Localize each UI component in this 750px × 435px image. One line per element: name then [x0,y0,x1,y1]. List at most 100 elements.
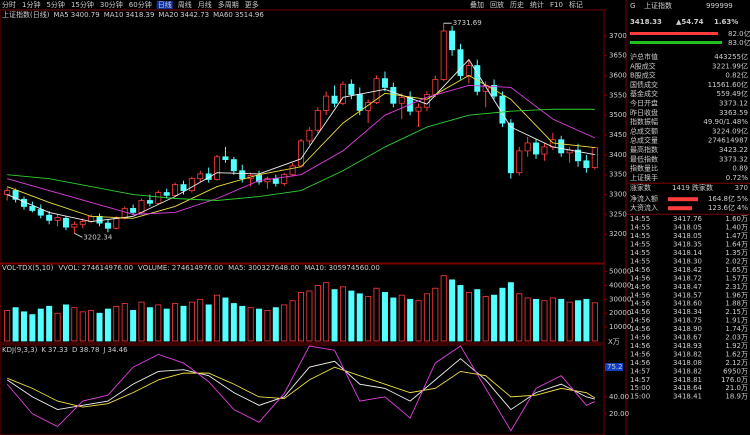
panel-frame [0,263,605,344]
candle-body [71,223,78,228]
tick-price: 3418.57 [673,291,702,299]
tab[interactable]: 日线 [158,0,172,9]
tick-time: 15:00 [630,393,650,401]
volume-bar [230,303,237,342]
tick-volume: 1.47万 [725,232,748,240]
flow-bar [668,197,698,202]
low-label: 3202.34 [83,233,112,241]
volume-bar [130,310,137,342]
y-tick-label: 3250 [609,210,627,218]
tool-button[interactable]: 统计 [530,0,544,9]
candle-body [524,142,531,152]
legend-value: 3400.79 [71,11,100,19]
tick-volume: 2.31万 [725,283,748,291]
tick-volume: 1.62万 [725,350,748,358]
tick-time: 14:57 [630,367,650,375]
row-value: 123.6亿 [708,203,735,212]
candle-body [432,79,439,95]
volume-bar [197,298,204,342]
legend-value: 3418.39 [125,11,154,19]
tick-price: 3418.64 [673,384,702,392]
candle-body [516,150,523,174]
row-value: 3363.59 [719,109,748,117]
volume-bar [423,293,430,342]
y-tick-label: 20000 [609,309,631,317]
volume-bar [432,287,439,342]
tick-volume: 1.74万 [725,325,748,333]
volume-bar [146,307,153,342]
volume-bar [323,282,330,342]
ma-line [7,58,595,222]
tab[interactable]: 1分钟 [22,0,40,9]
candle-body [96,215,103,224]
candle-body [138,200,145,213]
legend-name: J [102,346,105,354]
tool-button[interactable]: F10 [550,1,563,9]
row-value: 274614987 [708,137,748,145]
candle-body [146,200,153,204]
row-value: 3224.09亿 [712,126,748,135]
tick-time: 14:56 [630,291,651,299]
legend-name: MA20 [158,11,178,19]
tick-time: 14:55 [630,232,650,240]
candle-body [172,184,179,196]
tick-time: 14:55 [630,215,650,223]
tool-button[interactable]: 历史 [510,0,524,9]
volume-bar [155,304,162,342]
tab[interactable]: 多周期 [218,0,239,9]
candle-body [281,174,288,184]
tick-price: 3418.34 [673,308,702,316]
candle-body [583,160,590,168]
volume-bar [62,304,69,342]
tick-price: 3418.41 [673,393,702,401]
unit-label: X万 [608,338,620,346]
tab[interactable]: 5分钟 [46,0,64,9]
tab[interactable]: 15分钟 [71,0,94,9]
tab[interactable]: 周线 [178,0,192,9]
row-value: 5% [737,195,748,203]
tick-price: 3418.05 [673,232,702,240]
tab[interactable]: 30分钟 [100,0,123,9]
candle-body [356,94,363,111]
tick-volume: 1.60万 [725,215,748,223]
tool-button[interactable]: 叠加 [470,0,484,9]
candle-body [533,142,540,155]
tick-volume: 18.9万 [725,393,748,401]
candle-body [449,30,456,51]
candle-body [465,65,472,76]
tab[interactable]: 分时 [2,0,16,9]
legend-text: VOLUME: 274614976.00 [138,264,223,272]
tab[interactable]: 60分钟 [129,0,152,9]
volume-bar [121,303,128,342]
candle-body [222,156,229,161]
tool-button[interactable]: 标记 [569,0,583,9]
volume-bar [289,300,296,342]
tab[interactable]: 月线 [198,0,212,9]
volume-bar [264,310,271,342]
candle-body [197,173,204,180]
tool-button[interactable]: 回放 [490,0,504,9]
row-value: 164.8亿 [708,194,735,203]
volume-bar [449,279,456,342]
volume-bar [566,301,573,342]
volume-bar [96,312,103,342]
row-label: 国债成交 [630,80,658,89]
volume-bar [474,289,481,342]
volume-bar [575,300,582,342]
candle-body [575,149,582,162]
candle-body [180,184,187,191]
row-value: 0.89 [732,165,748,173]
row-label: 跌家数 [692,183,713,192]
bar-green [630,41,722,44]
chart-title: 上证指数(日线) [2,10,50,19]
candle-body [230,159,237,172]
legend-value: 3514.96 [235,11,264,19]
tick-time: 14:56 [630,359,651,367]
row-label: 今日开盘 [630,99,658,108]
volume-bar [541,300,548,342]
candle-body [365,102,372,111]
highlight-box [605,363,623,372]
y-tick-label: 3600 [609,71,627,79]
tab[interactable]: 更多 [245,0,259,9]
legend-value: 37.33 [48,346,68,354]
